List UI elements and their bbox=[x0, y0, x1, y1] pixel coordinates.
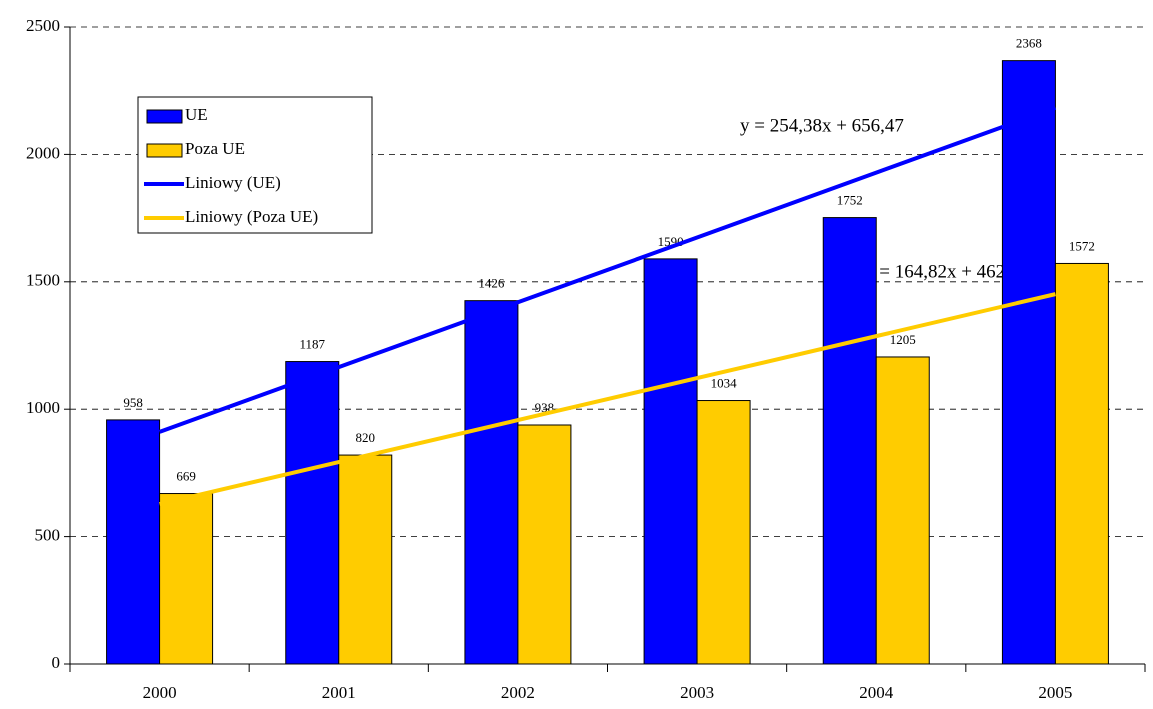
data-label: 1187 bbox=[299, 337, 325, 352]
legend-label: UE bbox=[185, 105, 208, 124]
y-tick-label: 500 bbox=[35, 526, 61, 545]
bar bbox=[285, 361, 340, 665]
legend-label: Poza UE bbox=[185, 139, 245, 158]
annotation: y = 164,82x + 462,72 bbox=[865, 261, 1029, 282]
legend-swatch bbox=[146, 143, 183, 158]
x-tick-label: 2003 bbox=[680, 683, 714, 702]
bar bbox=[822, 217, 877, 665]
trend-line bbox=[159, 292, 1056, 507]
x-tick-label: 2005 bbox=[1038, 683, 1072, 702]
data-label: 1034 bbox=[711, 376, 738, 391]
bar bbox=[1001, 60, 1056, 665]
data-label: 1426 bbox=[478, 276, 505, 291]
bar bbox=[517, 424, 572, 665]
legend-label: Liniowy (Poza UE) bbox=[185, 207, 318, 226]
bar bbox=[464, 300, 519, 665]
y-tick-label: 2500 bbox=[26, 16, 60, 35]
data-label: 1752 bbox=[837, 193, 863, 208]
data-label: 669 bbox=[176, 469, 196, 484]
data-label: 820 bbox=[356, 430, 376, 445]
bar bbox=[1054, 262, 1109, 665]
legend-label: Liniowy (UE) bbox=[185, 173, 281, 192]
x-tick-label: 2002 bbox=[501, 683, 535, 702]
annotation: y = 254,38x + 656,47 bbox=[740, 115, 904, 136]
data-label: 1572 bbox=[1069, 238, 1095, 253]
bar bbox=[338, 454, 393, 665]
data-label: 2368 bbox=[1016, 36, 1042, 51]
x-tick-label: 2001 bbox=[322, 683, 356, 702]
data-label: 1205 bbox=[890, 332, 916, 347]
trend-line bbox=[158, 105, 1057, 434]
bar bbox=[106, 419, 161, 665]
data-label: 958 bbox=[123, 395, 143, 410]
bar bbox=[159, 493, 214, 665]
legend-swatch bbox=[146, 109, 183, 124]
y-tick-label: 1000 bbox=[26, 398, 60, 417]
bar bbox=[875, 356, 930, 665]
y-tick-label: 2000 bbox=[26, 143, 60, 162]
y-tick-label: 0 bbox=[52, 653, 61, 672]
y-tick-label: 1500 bbox=[26, 271, 60, 290]
bar bbox=[643, 258, 698, 665]
x-tick-label: 2004 bbox=[859, 683, 894, 702]
bar bbox=[696, 400, 751, 665]
x-tick-label: 2000 bbox=[143, 683, 177, 702]
